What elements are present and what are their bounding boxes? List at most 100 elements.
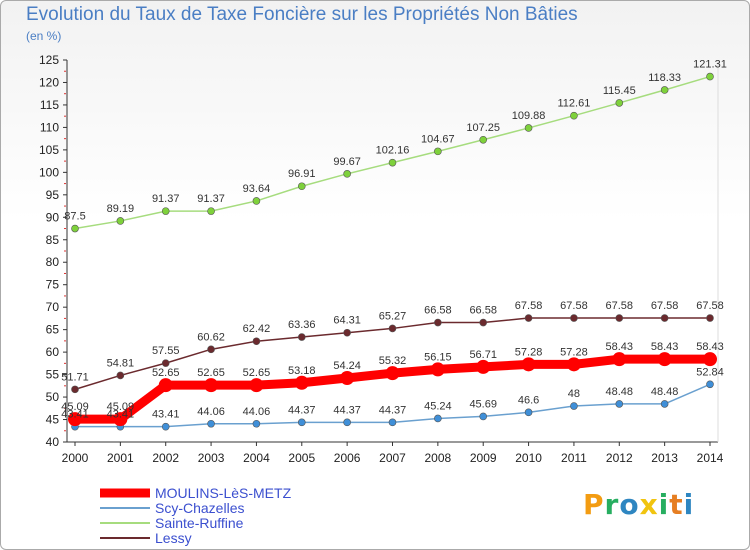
data-point (521, 357, 536, 372)
x-tick-label: 2003 (198, 451, 225, 465)
x-tick-label: 2010 (515, 451, 542, 465)
data-point (385, 366, 400, 381)
x-tick-label: 2000 (62, 451, 89, 465)
data-label: 44.06 (197, 406, 225, 418)
logo-letter: r (604, 488, 620, 521)
data-label: 44.37 (379, 404, 407, 416)
data-point (660, 400, 669, 408)
logo-letter: o (619, 488, 640, 521)
data-label: 52.65 (243, 367, 271, 379)
data-label: 65.27 (379, 310, 407, 322)
y-tick-label: 125 (39, 53, 59, 67)
data-label: 115.45 (603, 85, 636, 97)
data-point (207, 345, 215, 354)
y-tick-label: 90 (46, 210, 60, 224)
data-point (570, 111, 578, 120)
y-tick-label: 40 (46, 435, 60, 449)
y-tick-label: 45 (46, 413, 60, 427)
data-point (252, 337, 261, 346)
data-point (297, 418, 306, 427)
data-point (524, 314, 533, 322)
data-point (479, 318, 488, 327)
data-label: 43.41 (61, 409, 89, 421)
data-label: 57.28 (515, 346, 543, 358)
data-point (615, 400, 624, 408)
y-tick-label: 95 (46, 188, 60, 202)
proxiti-logo: Proxiti (583, 488, 694, 521)
data-point (207, 207, 215, 215)
data-label: 48 (568, 388, 580, 400)
data-label: 96.91 (288, 168, 316, 180)
data-label: 89.19 (107, 203, 135, 215)
data-label: 121.31 (693, 59, 727, 71)
data-label: 87.5 (64, 211, 85, 223)
x-tick-label: 2004 (243, 451, 270, 465)
data-point (706, 380, 714, 389)
chart-legend: MOULINS-LèS-METZScy-ChazellesSainte-Ruff… (100, 485, 292, 546)
data-label: 60.62 (197, 331, 225, 343)
y-tick-label: 60 (46, 345, 60, 359)
data-point (161, 207, 170, 215)
data-label: 63.36 (288, 319, 316, 331)
legend-label: Sainte-Ruffine (155, 515, 244, 531)
data-label: 99.67 (333, 156, 361, 168)
y-tick-label: 50 (46, 390, 60, 404)
data-label: 57.28 (560, 346, 588, 358)
data-point (476, 359, 491, 374)
data-point (615, 99, 624, 107)
data-label: 102.16 (376, 145, 410, 157)
series-layer: 87.5 89.19 91.37 91.37 93.64 96.91 99.67 102.16… (61, 59, 727, 431)
chart-title: Evolution du Taux de Taxe Foncière sur l… (26, 4, 578, 25)
data-point (430, 362, 445, 377)
data-point (706, 72, 714, 81)
data-point (116, 371, 125, 380)
data-point (207, 419, 215, 428)
data-point (343, 418, 351, 427)
legend-label: Lessy (155, 530, 192, 546)
data-point (113, 412, 128, 427)
data-label: 43.41 (107, 409, 135, 421)
x-tick-label: 2002 (152, 451, 179, 465)
data-label: 56.15 (424, 351, 452, 363)
data-point (570, 314, 578, 322)
data-label: 67.58 (606, 300, 634, 312)
data-label: 54.81 (107, 357, 135, 369)
data-point (388, 418, 397, 427)
data-point (566, 357, 581, 372)
data-label: 46.6 (518, 394, 539, 406)
data-point (479, 135, 488, 144)
chart-subtitle: (en %) (26, 29, 62, 43)
data-label: 107.25 (466, 122, 500, 134)
legend-label: Scy-Chazelles (155, 500, 244, 516)
y-tick-label: 115 (40, 98, 59, 112)
data-point (524, 408, 533, 417)
data-point (297, 182, 306, 191)
data-label: 43.41 (152, 409, 180, 421)
data-label: 48.48 (606, 386, 634, 398)
data-point (615, 314, 624, 322)
y-tick-label: 85 (46, 233, 60, 247)
x-tick-label: 2008 (425, 451, 452, 465)
data-label: 66.58 (424, 305, 452, 317)
logo-letter: x (639, 488, 659, 521)
data-point (249, 378, 264, 393)
data-point (294, 375, 309, 390)
data-label: 104.67 (421, 133, 455, 145)
data-point (343, 170, 351, 178)
data-label: 48.48 (651, 386, 679, 398)
data-label: 52.84 (696, 366, 724, 378)
data-label: 58.43 (651, 341, 679, 353)
data-label: 58.43 (606, 341, 634, 353)
x-tick-label: 2011 (561, 451, 587, 465)
data-point (660, 314, 669, 322)
data-point (252, 197, 261, 205)
data-point (479, 412, 488, 421)
data-label: 44.06 (243, 406, 271, 418)
y-tick-label: 80 (46, 255, 60, 269)
data-point (434, 318, 442, 327)
data-label: 51.71 (61, 371, 89, 383)
y-tick-label: 55 (46, 368, 60, 382)
data-label: 67.58 (515, 300, 543, 312)
